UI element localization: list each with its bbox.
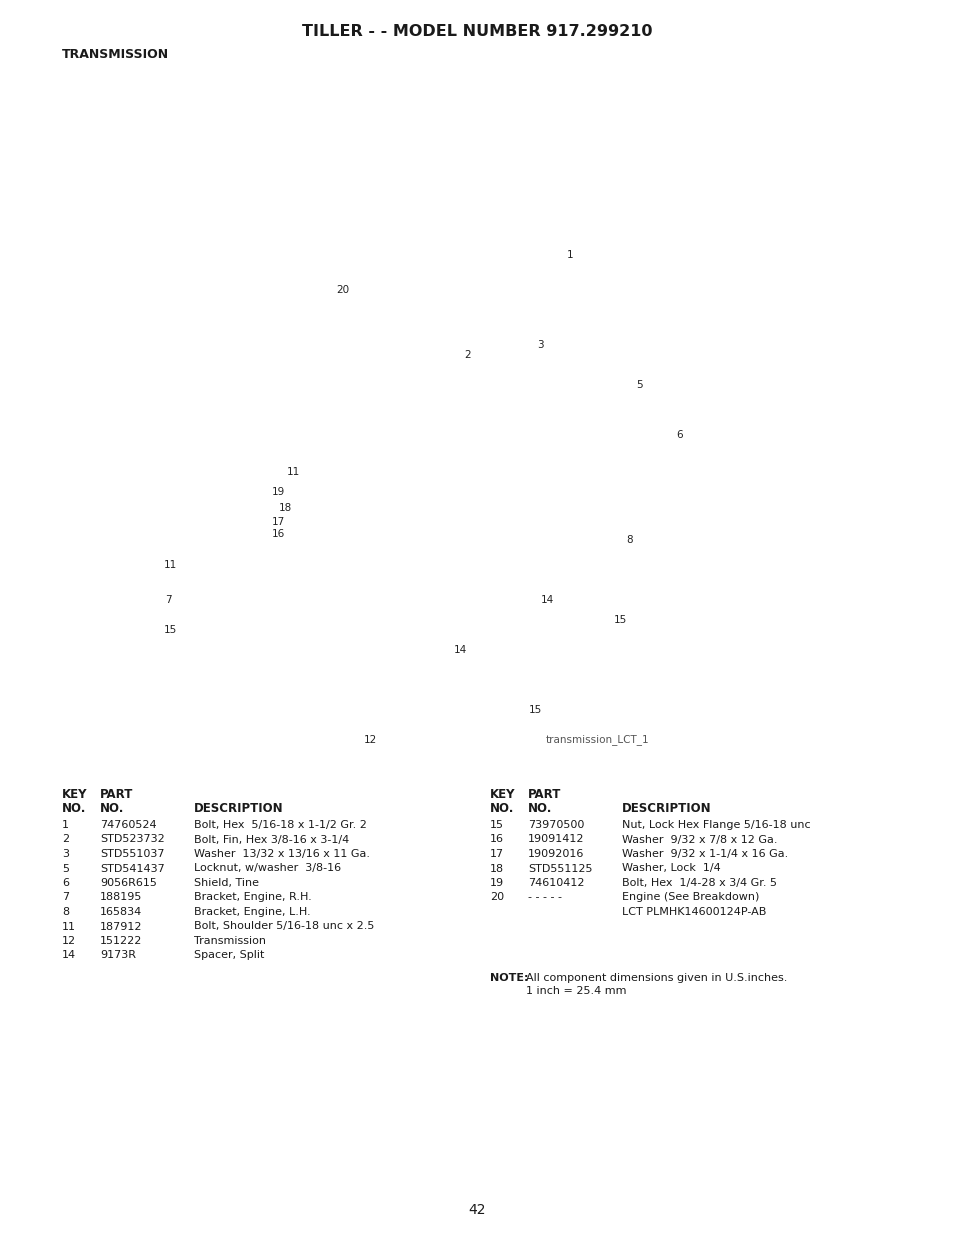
Text: 12: 12: [62, 936, 76, 946]
Text: 74610412: 74610412: [527, 878, 584, 888]
Text: 2: 2: [62, 835, 69, 845]
Text: Engine (See Breakdown): Engine (See Breakdown): [621, 893, 759, 903]
Text: 1: 1: [62, 820, 69, 830]
Text: 18: 18: [490, 863, 503, 873]
Text: NO.: NO.: [490, 802, 514, 815]
Text: Bracket, Engine, R.H.: Bracket, Engine, R.H.: [193, 893, 312, 903]
Text: 15: 15: [528, 705, 541, 715]
Text: PART: PART: [527, 788, 560, 802]
Text: TRANSMISSION: TRANSMISSION: [62, 48, 169, 62]
Text: 9056R615: 9056R615: [100, 878, 156, 888]
Text: TILLER - - MODEL NUMBER 917.299210: TILLER - - MODEL NUMBER 917.299210: [301, 25, 652, 40]
Text: 15: 15: [490, 820, 503, 830]
Text: 7: 7: [62, 893, 69, 903]
Text: Bolt, Hex  1/4-28 x 3/4 Gr. 5: Bolt, Hex 1/4-28 x 3/4 Gr. 5: [621, 878, 776, 888]
Text: Nut, Lock Hex Flange 5/16-18 unc: Nut, Lock Hex Flange 5/16-18 unc: [621, 820, 810, 830]
Text: STD551125: STD551125: [527, 863, 592, 873]
Text: 74760524: 74760524: [100, 820, 156, 830]
Text: 1 inch = 25.4 mm: 1 inch = 25.4 mm: [525, 986, 626, 995]
Text: 14: 14: [453, 645, 466, 655]
Text: DESCRIPTION: DESCRIPTION: [193, 802, 283, 815]
Text: All component dimensions given in U.S.inches.: All component dimensions given in U.S.in…: [525, 973, 786, 983]
Text: KEY: KEY: [62, 788, 88, 802]
Text: PART: PART: [100, 788, 133, 802]
Text: transmission_LCT_1: transmission_LCT_1: [545, 735, 649, 746]
Text: Washer  9/32 x 7/8 x 12 Ga.: Washer 9/32 x 7/8 x 12 Ga.: [621, 835, 777, 845]
Text: STD541437: STD541437: [100, 863, 165, 873]
Text: Transmission: Transmission: [193, 936, 266, 946]
Text: NO.: NO.: [62, 802, 87, 815]
Text: 18: 18: [278, 503, 292, 513]
Text: Bolt, Hex  5/16-18 x 1-1/2 Gr. 2: Bolt, Hex 5/16-18 x 1-1/2 Gr. 2: [193, 820, 367, 830]
Text: 19: 19: [490, 878, 503, 888]
Text: 14: 14: [62, 951, 76, 961]
Text: 3: 3: [62, 848, 69, 860]
Text: DESCRIPTION: DESCRIPTION: [621, 802, 711, 815]
Text: Shield, Tine: Shield, Tine: [193, 878, 258, 888]
Text: Washer, Lock  1/4: Washer, Lock 1/4: [621, 863, 720, 873]
Text: 15: 15: [163, 625, 176, 635]
Text: 3: 3: [537, 340, 543, 350]
Text: 188195: 188195: [100, 893, 142, 903]
Text: 16: 16: [490, 835, 503, 845]
Text: 5: 5: [636, 380, 642, 390]
Bar: [50, 61, 919, 769]
Text: 17: 17: [490, 848, 503, 860]
Text: 17: 17: [271, 517, 284, 527]
Text: LCT PLMHK14600124P-AB: LCT PLMHK14600124P-AB: [621, 906, 765, 918]
Text: 9173R: 9173R: [100, 951, 136, 961]
Text: 14: 14: [539, 595, 553, 605]
Text: 73970500: 73970500: [527, 820, 584, 830]
Text: NO.: NO.: [527, 802, 552, 815]
Text: 20: 20: [490, 893, 503, 903]
Text: 11: 11: [286, 467, 299, 477]
Text: 151222: 151222: [100, 936, 142, 946]
Text: 1: 1: [566, 249, 573, 261]
Text: NOTE:: NOTE:: [490, 973, 528, 983]
Text: Locknut, w/washer  3/8-16: Locknut, w/washer 3/8-16: [193, 863, 341, 873]
Text: 6: 6: [676, 430, 682, 440]
Text: 16: 16: [271, 529, 284, 538]
Text: 11: 11: [62, 921, 76, 931]
Text: Bracket, Engine, L.H.: Bracket, Engine, L.H.: [193, 906, 311, 918]
Text: 2: 2: [464, 350, 471, 359]
Text: - - - - -: - - - - -: [527, 893, 561, 903]
Text: Washer  13/32 x 13/16 x 11 Ga.: Washer 13/32 x 13/16 x 11 Ga.: [193, 848, 370, 860]
Text: 8: 8: [626, 535, 633, 545]
Text: 8: 8: [62, 906, 69, 918]
Text: 5: 5: [62, 863, 69, 873]
Text: 165834: 165834: [100, 906, 142, 918]
Text: Bolt, Fin, Hex 3/8-16 x 3-1/4: Bolt, Fin, Hex 3/8-16 x 3-1/4: [193, 835, 349, 845]
Text: 6: 6: [62, 878, 69, 888]
Text: KEY: KEY: [490, 788, 515, 802]
Text: STD551037: STD551037: [100, 848, 164, 860]
Text: 19092016: 19092016: [527, 848, 584, 860]
Text: STD523732: STD523732: [100, 835, 165, 845]
Text: 15: 15: [613, 615, 626, 625]
Text: Bolt, Shoulder 5/16-18 unc x 2.5: Bolt, Shoulder 5/16-18 unc x 2.5: [193, 921, 374, 931]
Text: Spacer, Split: Spacer, Split: [193, 951, 264, 961]
Text: 19: 19: [271, 487, 284, 496]
Text: NO.: NO.: [100, 802, 124, 815]
Text: Washer  9/32 x 1-1/4 x 16 Ga.: Washer 9/32 x 1-1/4 x 16 Ga.: [621, 848, 787, 860]
Text: 187912: 187912: [100, 921, 142, 931]
Text: 19091412: 19091412: [527, 835, 584, 845]
Text: 11: 11: [163, 559, 176, 571]
Text: 7: 7: [165, 595, 172, 605]
Text: 12: 12: [363, 735, 376, 745]
Text: 42: 42: [468, 1203, 485, 1216]
Text: 20: 20: [336, 285, 349, 295]
